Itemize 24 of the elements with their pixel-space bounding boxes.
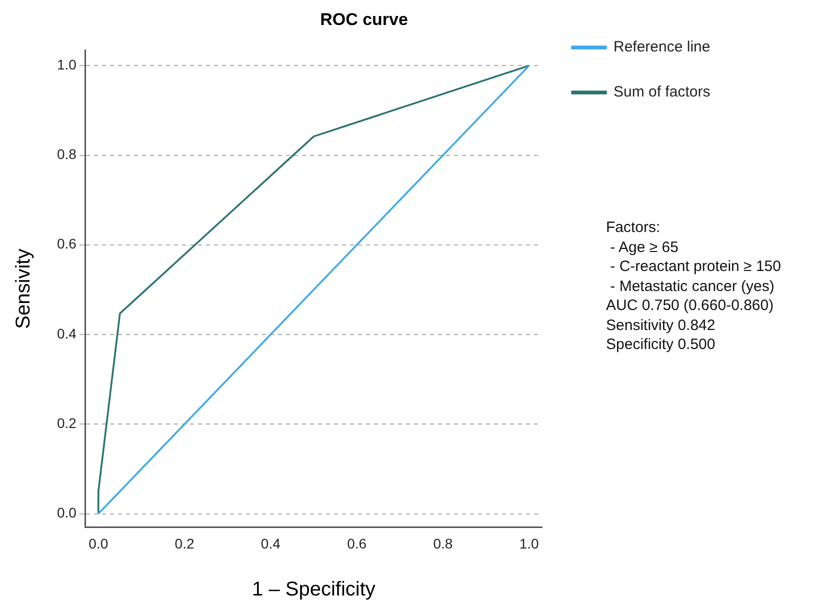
chart-title: ROC curve bbox=[320, 10, 408, 29]
y-tick-label: 0.4 bbox=[56, 325, 77, 342]
x-axis-title: 1 – Specificity bbox=[252, 578, 376, 601]
y-axis-title: Sensivity bbox=[12, 248, 35, 329]
y-tick-label: 0.0 bbox=[56, 504, 77, 521]
text: - Age ≥ 65 bbox=[609, 238, 680, 257]
legend-label: Sum of factors bbox=[614, 84, 710, 101]
text: - C-reactant protein ≥ 150 bbox=[609, 257, 781, 276]
y-tick-label: 0.6 bbox=[56, 236, 77, 252]
y-tick-label: 1.0 bbox=[56, 56, 77, 72]
text: - Metastatic cancer (yes) bbox=[609, 276, 776, 296]
x-tick-label: 1.0 bbox=[519, 535, 540, 552]
text: AUC 0.750 (0.660-0.860) bbox=[606, 296, 775, 316]
text: Factors: bbox=[606, 218, 662, 238]
x-tick-label: 0.2 bbox=[174, 535, 194, 552]
text: Sensitivity 0.842 bbox=[606, 316, 716, 335]
x-tick-label: 0.0 bbox=[88, 535, 108, 552]
x-tick-label: 0.4 bbox=[260, 535, 281, 552]
x-tick-label: 0.6 bbox=[347, 535, 367, 552]
text: Specificity 0.500 bbox=[606, 335, 716, 354]
y-tick-label: 0.2 bbox=[56, 414, 77, 431]
x-tick-label: 0.8 bbox=[433, 535, 453, 552]
legend-label: Reference line bbox=[614, 38, 710, 56]
y-tick-label: 0.8 bbox=[56, 146, 77, 162]
